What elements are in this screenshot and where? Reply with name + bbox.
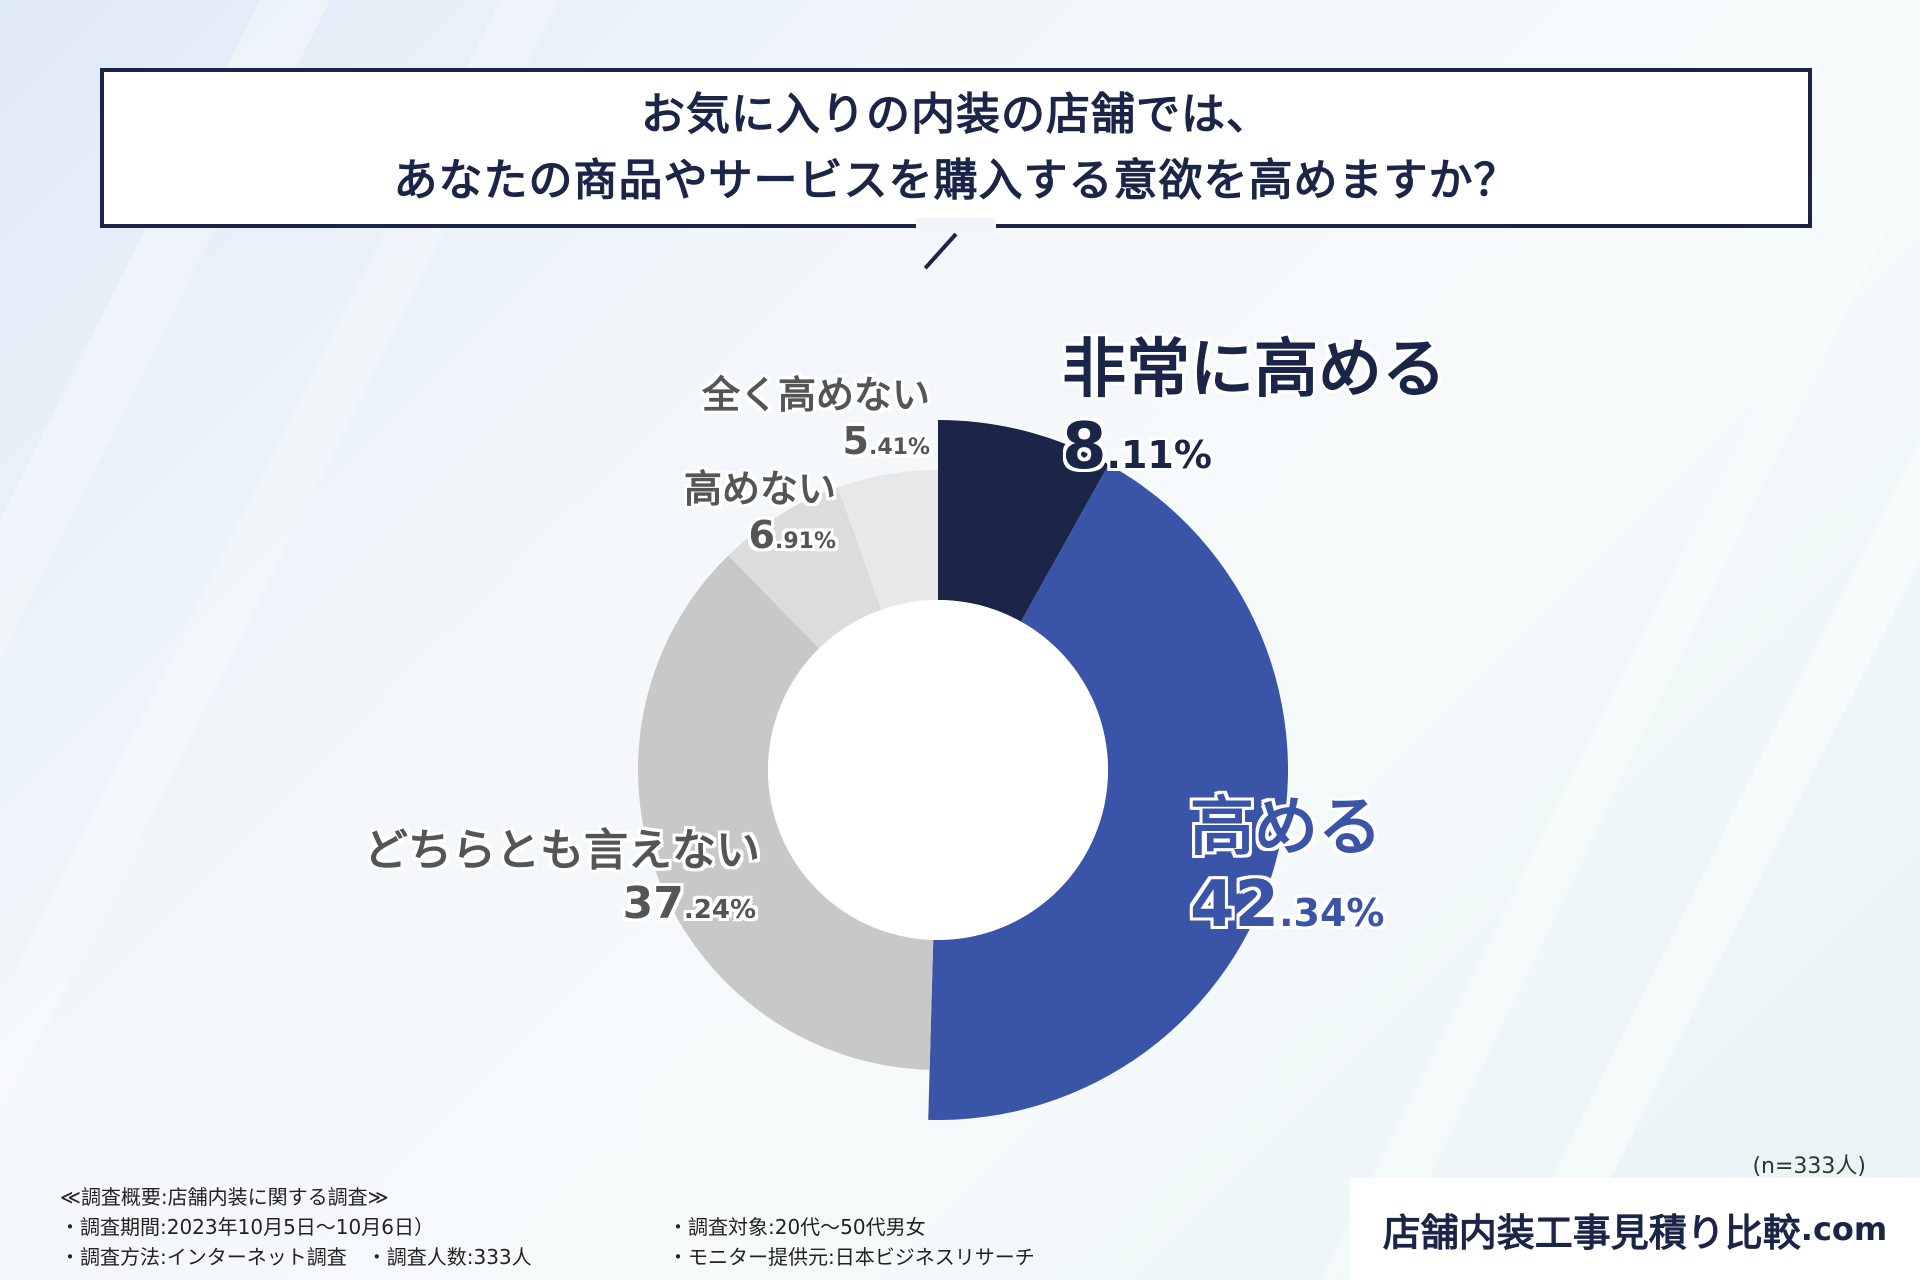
label-raise-dec: .34% [1279, 891, 1385, 935]
label-neutral-dec: .24% [683, 895, 756, 925]
label-not-at-all-int: 5 [842, 419, 869, 463]
title-line-2: あなたの商品やサービスを購入する意欲を高めますか？ [393, 155, 1519, 206]
donut-hole [768, 600, 1108, 940]
label-very-raise-name: 非常に高める [1062, 333, 1446, 407]
label-raise-name: 高める [1190, 791, 1382, 865]
label-neutral-int: 37 [622, 878, 684, 929]
label-very-raise-dec: .11% [1106, 433, 1212, 477]
slice-not-at-all [837, 470, 938, 610]
brand-logo: 店舗内装工事見積り比較 .com [1350, 1178, 1920, 1280]
notes-heading: ≪調査概要:店舗内装に関する調査≫ [60, 1185, 389, 1209]
brand-name: 店舗内装工事見積り比較 [1382, 1210, 1801, 1255]
slice-neutral [638, 555, 934, 1070]
title-notch [916, 218, 996, 234]
slice-raise [928, 464, 1289, 1120]
survey-notes: ≪調査概要:店舗内装に関する調査≫ ・調査期間:2023年10月5日〜10月6日… [60, 1182, 532, 1272]
label-not-at-all-name: 全く高めない [701, 373, 930, 417]
notes-period: ・調査期間:2023年10月5日〜10月6日） [60, 1215, 434, 1239]
notes-provider: ・モニター提供元:日本ビジネスリサーチ [668, 1245, 1035, 1269]
brand-domain: .com [1800, 1210, 1888, 1248]
slice-very-raise [938, 420, 1109, 622]
title-line-1: お気に入りの内装の店舗では、 [641, 89, 1271, 140]
label-raise-int: 42 [1190, 868, 1280, 942]
survey-notes-right: ・調査対象:20代〜50代男女 ・モニター提供元:日本ビジネスリサーチ [668, 1212, 1035, 1272]
notes-target: ・調査対象:20代〜50代男女 [668, 1215, 926, 1239]
notes-method: ・調査方法:インターネット調査 ・調査人数:333人 [60, 1245, 532, 1269]
label-not-raise-dec: .91% [774, 529, 836, 554]
label-not-at-all: 全く高めない 5.41% [690, 364, 930, 463]
label-neutral-name: どちらとも言えない [364, 825, 760, 876]
label-very-raise-int: 8 [1062, 410, 1107, 484]
slice-not-raise [728, 487, 882, 649]
title-box: お気に入りの内装の店舗では、 あなたの商品やサービスを購入する意欲を高めますか？ [100, 68, 1812, 228]
label-very-raise: 非常に高める 8.11% [1062, 318, 1446, 484]
label-not-at-all-dec: .41% [868, 435, 930, 460]
label-not-raise-int: 6 [748, 513, 775, 557]
label-raise: 高める 42.34% [1190, 776, 1384, 942]
sample-size: (n=333人) [1752, 1154, 1866, 1179]
label-neutral: どちらとも言えない 37.24% [364, 814, 760, 929]
label-not-raise-name: 高めない [683, 467, 836, 511]
label-not-raise: 高めない 6.91% [620, 458, 836, 557]
